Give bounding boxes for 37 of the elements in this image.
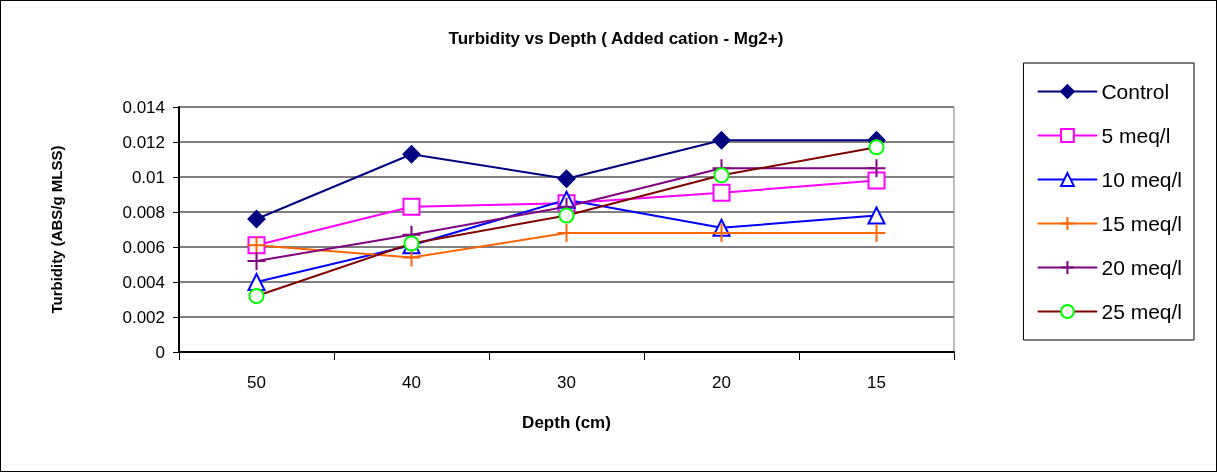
x-tick-label: 15 xyxy=(867,373,886,392)
x-tick-label: 20 xyxy=(712,373,731,392)
point xyxy=(247,210,266,228)
y-tick-label: 0.012 xyxy=(122,132,165,152)
point xyxy=(867,206,886,225)
point xyxy=(558,207,575,224)
legend-label: 15 meq/l xyxy=(1101,212,1182,235)
chart-title: Turbidity vs Depth ( Added cation - Mg2+) xyxy=(448,29,784,48)
legend-label: 5 meq/l xyxy=(1101,124,1171,147)
legend-label: Control xyxy=(1101,80,1170,103)
y-tick-label: 0.008 xyxy=(122,202,165,222)
point xyxy=(868,139,885,156)
y-tick-label: 0.006 xyxy=(122,237,165,257)
y-tick-label: 0.014 xyxy=(122,97,165,117)
x-axis-title: Depth (cm) xyxy=(522,413,611,432)
y-tick-label: 0 xyxy=(155,342,165,362)
point xyxy=(867,171,886,190)
point xyxy=(713,167,730,184)
y-axis-title: Turbidity (ABS/g MLSS) xyxy=(48,145,65,314)
point xyxy=(712,183,731,202)
point xyxy=(712,131,731,150)
x-tick-label: 40 xyxy=(402,373,421,392)
y-tick-label: 0.01 xyxy=(131,167,165,187)
point xyxy=(402,145,421,164)
point xyxy=(248,288,265,304)
y-tick-label: 0.004 xyxy=(122,272,165,292)
x-tick-label: 50 xyxy=(247,373,266,392)
point xyxy=(246,251,267,271)
y-tick-label: 0.002 xyxy=(122,307,165,327)
legend-label: 10 meq/l xyxy=(1101,168,1182,191)
legend-label: 20 meq/l xyxy=(1101,256,1182,279)
point xyxy=(557,169,576,188)
point xyxy=(402,197,421,216)
point xyxy=(866,158,887,179)
legend-label: 25 meq/l xyxy=(1101,300,1182,323)
point xyxy=(711,223,732,243)
x-tick-label: 30 xyxy=(557,373,576,392)
